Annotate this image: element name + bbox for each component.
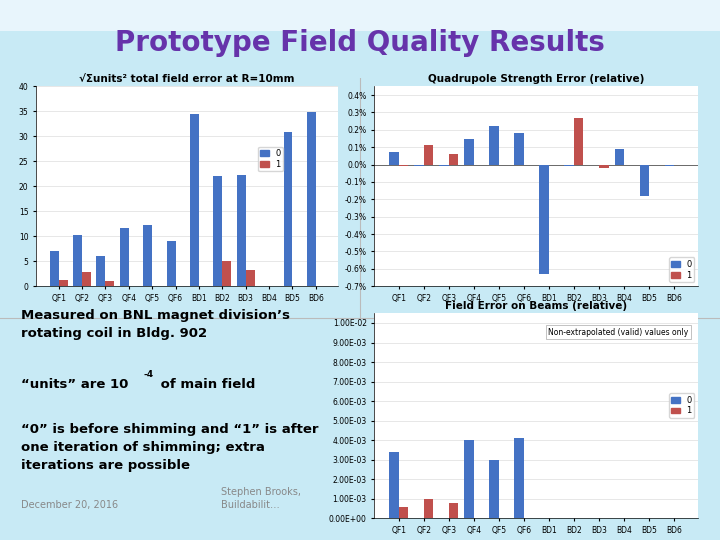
Bar [615,149,624,165]
Title: √Σunits² total field error at R=10mm: √Σunits² total field error at R=10mm [79,74,295,84]
Text: -4: -4 [144,370,154,380]
Bar [73,235,82,286]
Legend: 0, 1: 0, 1 [669,258,694,282]
Text: Measured on BNL magnet division’s
rotating coil in Bldg. 902: Measured on BNL magnet division’s rotati… [21,309,290,340]
Bar [423,145,433,165]
Bar [222,261,231,286]
Bar [120,228,129,286]
Bar [0,0,720,31]
Text: “0” is before shimming and “1” is after
one iteration of shimming; extra
iterati: “0” is before shimming and “1” is after … [21,423,318,472]
Bar [50,251,58,286]
Bar [423,499,433,518]
Bar [514,133,524,165]
Bar [414,165,423,166]
Bar [539,165,549,274]
Text: December 20, 2016: December 20, 2016 [21,500,118,510]
Bar [213,176,222,286]
Bar [439,165,449,166]
Bar [82,272,91,286]
Bar [449,503,458,518]
Bar [514,438,524,518]
Bar [599,165,608,168]
Bar [639,165,649,196]
Bar [399,507,408,518]
Bar [665,165,674,166]
Legend: 0, 1: 0, 1 [258,146,283,171]
Text: of main field: of main field [156,378,255,391]
Bar [166,241,176,286]
Bar [237,175,246,286]
Bar [105,281,114,286]
Bar [246,270,255,286]
Bar [449,154,458,165]
Bar [143,225,152,286]
Text: Prototype Field Quality Results: Prototype Field Quality Results [115,29,605,57]
Bar [190,114,199,286]
Bar [564,165,574,166]
Title: Quadrupole Strength Error (relative): Quadrupole Strength Error (relative) [428,74,644,84]
Bar [574,118,583,165]
Bar [389,452,399,518]
Bar [464,139,474,165]
Bar [96,256,105,286]
Text: Non-extrapolated (valid) values only: Non-extrapolated (valid) values only [549,328,688,336]
Bar [490,460,499,518]
Bar [490,126,499,165]
Bar [284,132,292,286]
Bar [307,112,316,286]
Text: “units” are 10: “units” are 10 [21,378,128,391]
Bar [464,440,474,518]
Text: Stephen Brooks,
Buildabilit…: Stephen Brooks, Buildabilit… [222,488,302,510]
Bar [389,152,399,165]
Title: Field Error on Beams (relative): Field Error on Beams (relative) [446,301,627,311]
Legend: 0, 1: 0, 1 [669,393,694,418]
Bar [58,280,68,286]
Bar [399,165,408,166]
